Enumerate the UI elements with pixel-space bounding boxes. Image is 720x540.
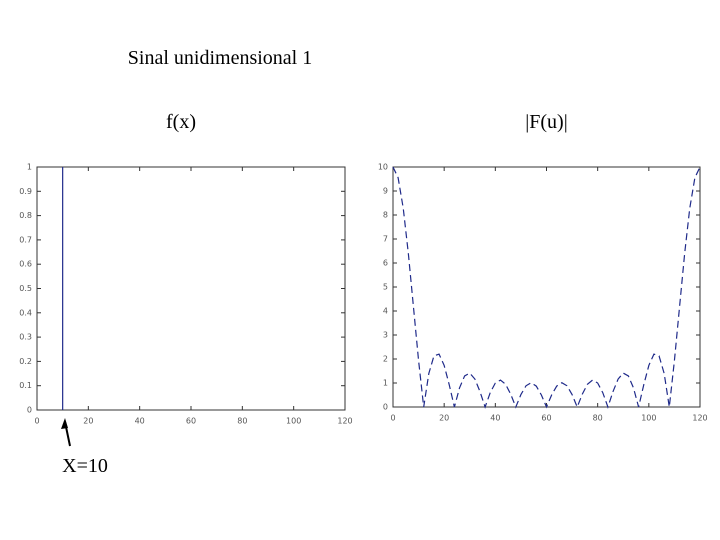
y-tick-label: 0.8 <box>19 211 32 220</box>
y-tick-label: 0.7 <box>19 235 32 244</box>
y-tick-label: 1 <box>27 163 32 172</box>
y-tick-label: 7 <box>383 235 388 244</box>
x-tick-label: 0 <box>34 417 39 426</box>
x-tick-label: 20 <box>83 417 93 426</box>
x-tick-label: 80 <box>593 414 603 423</box>
y-tick-label: 5 <box>383 283 388 292</box>
x-tick-label: 120 <box>692 414 707 423</box>
x-tick-label: 100 <box>286 417 301 426</box>
chart-title: f(x) <box>166 111 196 133</box>
data-line <box>392 166 701 409</box>
y-tick-label: 10 <box>378 163 388 172</box>
plot-frame <box>36 166 346 411</box>
annotation-arrowhead <box>61 418 68 429</box>
slide-title: Sinal unidimensional 1 <box>128 47 312 69</box>
y-tick-label: 2 <box>383 355 388 364</box>
y-tick-label: 1 <box>383 379 388 388</box>
y-tick-label: 0.3 <box>19 333 32 342</box>
y-tick-label: 4 <box>383 307 388 316</box>
y-tick-label: 6 <box>383 259 388 268</box>
y-tick-label: 0.1 <box>19 381 32 390</box>
y-tick-label: 0 <box>383 403 388 412</box>
chart-title: |F(u)| <box>525 111 567 133</box>
y-tick-label: 0 <box>27 406 32 415</box>
y-tick-label: 0.5 <box>19 284 32 293</box>
annotation: X=10 <box>62 455 108 477</box>
x-tick-label: 40 <box>490 414 500 423</box>
x-tick-label: 120 <box>337 417 352 426</box>
plot-frame <box>392 166 701 408</box>
x-tick-label: 0 <box>390 414 395 423</box>
y-tick-label: 0.6 <box>19 260 32 269</box>
y-tick-label: 0.2 <box>19 357 32 366</box>
y-tick-label: 8 <box>383 211 388 220</box>
x-tick-label: 20 <box>439 414 449 423</box>
x-tick-label: 100 <box>641 414 656 423</box>
y-tick-label: 9 <box>383 187 388 196</box>
y-tick-label: 3 <box>383 331 388 340</box>
x-tick-label: 40 <box>135 417 145 426</box>
x-tick-label: 60 <box>186 417 196 426</box>
x-tick-label: 80 <box>237 417 247 426</box>
y-tick-label: 0.4 <box>19 308 32 317</box>
y-tick-label: 0.9 <box>19 187 32 196</box>
x-tick-label: 60 <box>541 414 551 423</box>
